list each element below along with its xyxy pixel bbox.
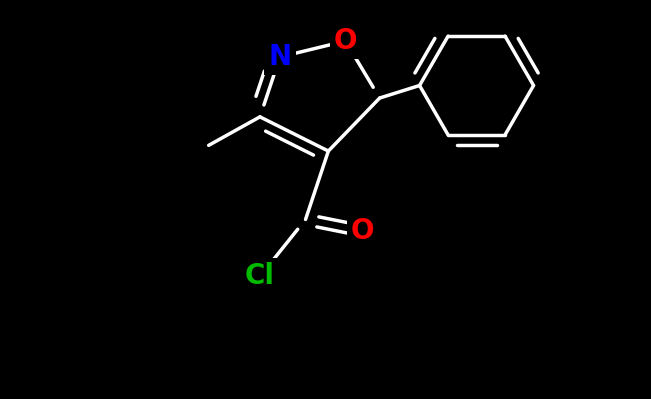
Text: O: O — [351, 217, 374, 245]
Text: O: O — [334, 27, 357, 55]
Text: N: N — [268, 43, 292, 71]
Text: Cl: Cl — [245, 263, 275, 290]
